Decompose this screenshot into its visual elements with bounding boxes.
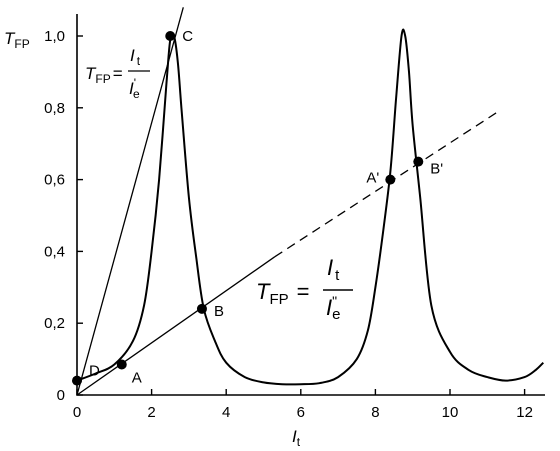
line-series-2 (76, 256, 276, 396)
equation-lhs: TFP = (85, 64, 123, 86)
y-ticks: 0 0,2 0,4 0,6 0,8 1,0 (44, 28, 83, 404)
x-axis-title: It (292, 427, 301, 449)
point-marker (72, 375, 82, 386)
y-tick-label: 0,4 (44, 243, 65, 260)
point-marker (413, 156, 424, 167)
x-tick-label: 0 (73, 404, 81, 421)
point-label: B' (430, 161, 443, 178)
x-ticks: 0 2 4 6 8 10 12 (73, 389, 533, 421)
y-tick-label: 0 (57, 387, 65, 404)
x-tick-label: 6 (297, 404, 305, 421)
x-tick-label: 8 (371, 404, 379, 421)
point-label: B (214, 303, 224, 320)
point-label: A (132, 369, 142, 386)
y-axis-title: TFP (4, 29, 30, 51)
point-marker (165, 31, 176, 41)
equation-denominator: I' e (129, 76, 140, 101)
y-tick-label: 0,2 (44, 315, 65, 332)
point-marker (385, 174, 396, 185)
x-tick-label: 10 (442, 404, 459, 421)
point-label: A' (366, 170, 379, 187)
y-tick-label: 1,0 (44, 28, 65, 45)
x-tick-label: 2 (147, 404, 155, 421)
y-tick-label: 0,6 (44, 172, 65, 189)
curves-layer (76, 7, 544, 396)
equation-lhs: TFP = (256, 279, 309, 308)
line-series-3 (274, 110, 499, 258)
point-marker (116, 359, 127, 370)
line-series-1 (76, 7, 184, 396)
point-label: D (89, 363, 100, 380)
x-tick-label: 4 (222, 404, 230, 421)
x-tick-label: 12 (516, 404, 533, 421)
equation-denominator: I" e (326, 293, 340, 323)
point-marker (196, 303, 207, 314)
transmission-curve (76, 28, 544, 386)
points-layer: D A C B A' B' (72, 28, 443, 386)
point-label: C (182, 28, 193, 45)
y-tick-label: 0,8 (44, 100, 65, 117)
